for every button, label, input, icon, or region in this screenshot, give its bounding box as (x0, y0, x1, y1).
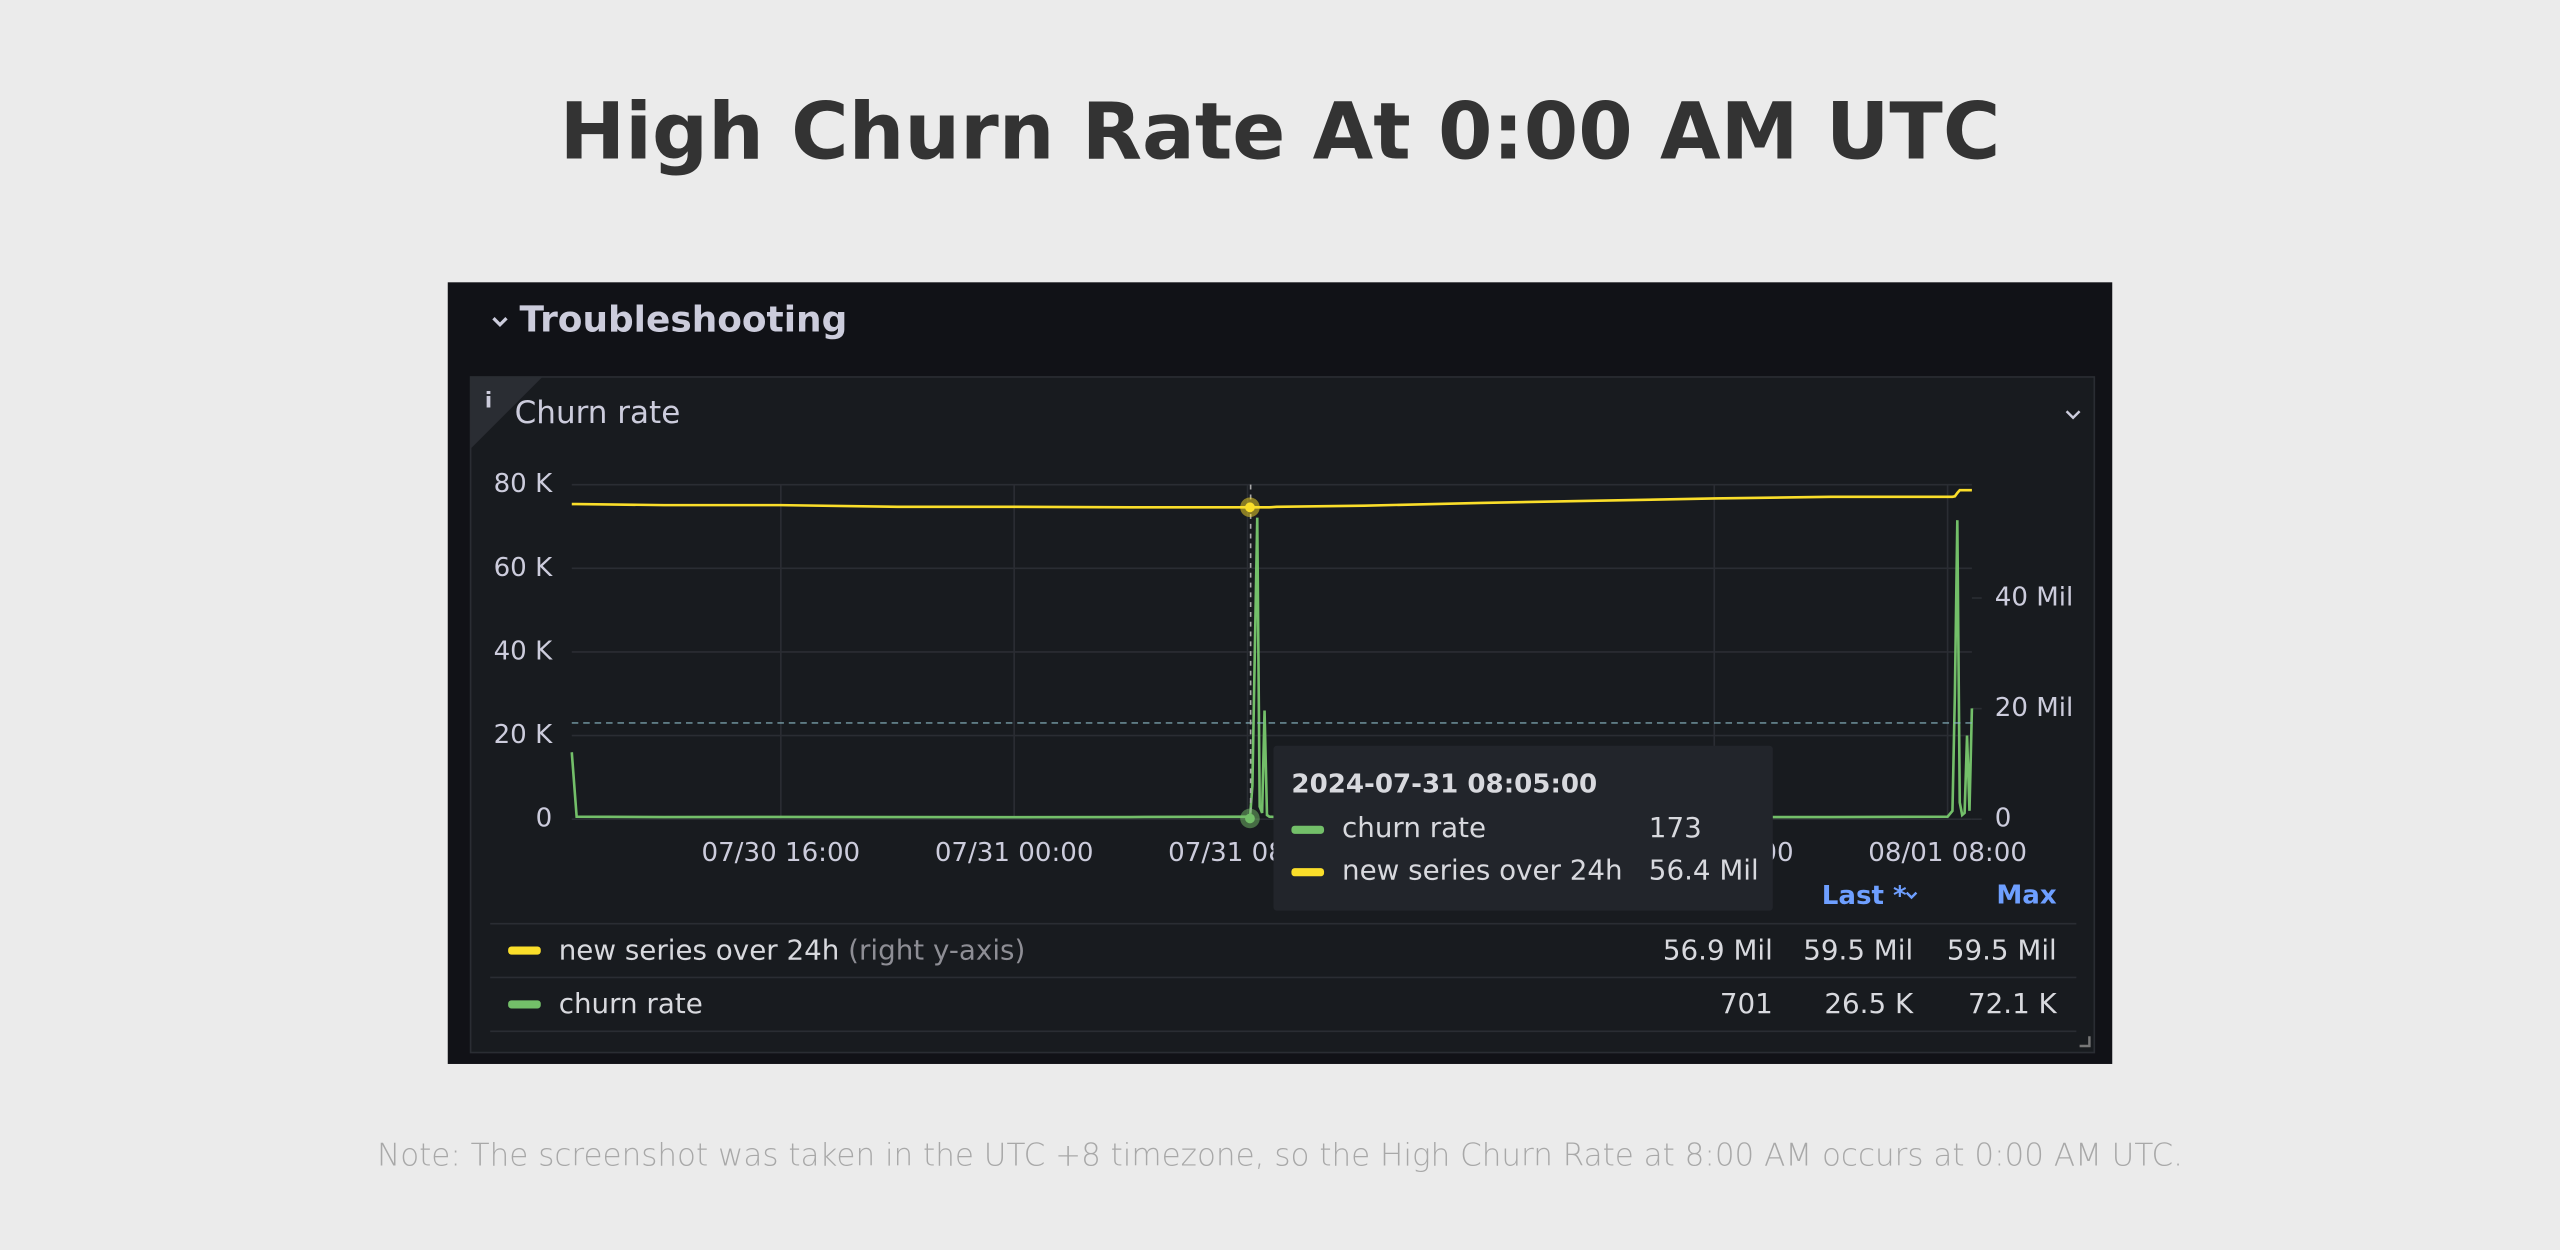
legend-name[interactable]: churn rate (559, 987, 703, 1020)
panel (469, 376, 2096, 1054)
resize-handle[interactable] (2079, 1036, 2091, 1048)
legend-value: 72.1 K (1968, 987, 2058, 1020)
x-tick-label: 07/30 16:00 (701, 838, 860, 868)
tooltip-swatch (1291, 825, 1325, 834)
series-line (570, 517, 1974, 821)
panel-title: Churn rate (515, 395, 681, 431)
y-tick-label: 0 (536, 804, 553, 834)
tooltip-time: 2024-07-31 08:05:00 (1291, 769, 1597, 799)
y-tick-label: 20 K (494, 720, 553, 750)
legend-value: 26.5 K (1824, 987, 1914, 1020)
tooltip-box (1273, 745, 1773, 911)
tooltip-value: 173 (1649, 811, 1702, 844)
legend-name[interactable]: new series over 24h (559, 933, 840, 966)
page-title: High Churn Rate At 0:00 AM UTC (560, 87, 2001, 178)
hover-point (1245, 813, 1255, 824)
tooltip-name: churn rate (1342, 811, 1486, 844)
note: Note: The screenshot was taken in the UT… (377, 1137, 2183, 1173)
hover-point (1245, 502, 1255, 513)
legend-label[interactable]: new series over 24h (right y-axis) (559, 933, 1026, 966)
tooltip-value: 56.4 Mil (1649, 853, 1759, 886)
x-tick-label: 08/01 08:00 (1868, 838, 2027, 868)
info-icon[interactable]: i (485, 388, 492, 413)
y-tick-label: 60 K (494, 553, 553, 583)
row-title[interactable]: Troubleshooting (520, 299, 848, 340)
y2-tick-label: 40 Mil (1995, 583, 2074, 613)
legend-header-last[interactable]: Last * (1822, 880, 1907, 910)
legend-value: 56.9 Mil (1663, 933, 1773, 966)
sort-chevron (1905, 891, 1918, 900)
x-tick-label: 07/31 00:00 (935, 838, 1094, 868)
y2-tick-label: 20 Mil (1995, 693, 2074, 723)
legend-header[interactable]: Last * (1822, 880, 1907, 910)
plot: 0 20 K 40 K 60 K 80 K 0 20 Mil 40 Mil 07/30 16:0… (494, 469, 2074, 868)
legend-axis-note: (right y-axis) (848, 933, 1025, 966)
tooltip-name: new series over 24h (1342, 853, 1623, 886)
series-line (571, 488, 1972, 509)
legend-value: 59.5 Mil (1947, 933, 2057, 966)
y-tick-label: 40 K (494, 636, 553, 666)
tooltip: 2024-07-31 08:05:00 churn rate 173 new s… (1273, 745, 1773, 911)
y2-tick-label: 0 (1995, 804, 2012, 834)
legend-header-max[interactable]: Max (1996, 880, 2057, 910)
legend-value: 701 (1720, 987, 1773, 1020)
y-tick-label: 80 K (494, 469, 553, 499)
hover-markers (1240, 497, 1260, 829)
panel-menu[interactable] (2065, 410, 2081, 420)
tooltip-swatch (1291, 868, 1325, 877)
legend-swatch (508, 946, 541, 955)
row-chevron[interactable] (492, 317, 508, 328)
legend-swatch (508, 1000, 541, 1009)
legend-value: 59.5 Mil (1803, 933, 1913, 966)
